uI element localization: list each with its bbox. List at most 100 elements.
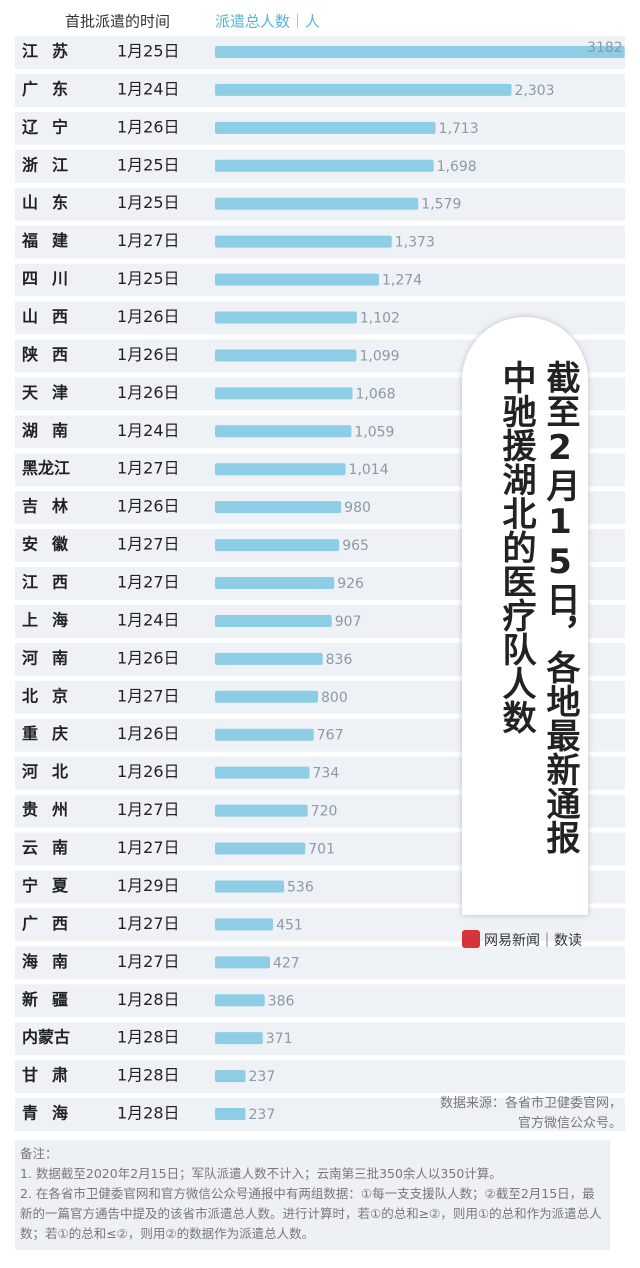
value-label: 907 xyxy=(335,614,362,630)
row-band xyxy=(15,984,625,1018)
value-label: 237 xyxy=(249,1069,276,1085)
date-label: 1月24日 xyxy=(117,610,180,629)
value-label: 1,713 xyxy=(439,121,479,137)
bar xyxy=(215,652,323,665)
value-header: 派遣总人数｜人 xyxy=(215,13,320,31)
date-label: 1月25日 xyxy=(117,269,180,288)
value-label: 3182 xyxy=(587,40,623,56)
title-panel xyxy=(462,317,588,915)
value-label: 237 xyxy=(249,1107,276,1123)
category-label: 安徽 xyxy=(22,535,82,554)
category-label: 重庆 xyxy=(22,724,82,743)
source-line: 数据来源：各省市卫健委官网， xyxy=(439,1096,622,1111)
date-label: 1月25日 xyxy=(117,155,180,174)
date-label: 1月26日 xyxy=(117,497,180,516)
row-band xyxy=(15,1022,625,1056)
bar xyxy=(215,880,285,893)
bar xyxy=(215,539,340,552)
category-label: 北京 xyxy=(22,686,82,705)
bar xyxy=(215,1108,246,1121)
value-label: 734 xyxy=(313,766,340,782)
category-label: 上海 xyxy=(22,610,82,629)
category-label: 福建 xyxy=(21,231,82,250)
value-label: 980 xyxy=(344,500,371,516)
value-label: 926 xyxy=(337,576,364,592)
category-label: 江苏 xyxy=(22,42,82,61)
category-label: 天津 xyxy=(22,383,82,402)
source: 数据来源：各省市卫健委官网， 官方微信公众号。 xyxy=(440,1094,622,1134)
bar xyxy=(215,425,352,438)
bar xyxy=(215,690,318,703)
value-label: 701 xyxy=(308,842,335,858)
value-label: 2,303 xyxy=(515,83,555,99)
bar xyxy=(215,728,314,741)
date-label: 1月28日 xyxy=(117,1104,180,1123)
bar xyxy=(215,463,346,476)
brand-icon xyxy=(462,930,480,948)
value-label: 800 xyxy=(321,690,348,706)
value-label: 767 xyxy=(317,728,344,744)
bar xyxy=(215,83,512,96)
bar xyxy=(215,956,270,969)
row-band xyxy=(15,946,625,980)
brand: 网易新闻｜数读 xyxy=(484,933,582,949)
category-label: 湖南 xyxy=(22,421,82,440)
bars xyxy=(215,46,625,1121)
date-label: 1月27日 xyxy=(117,800,180,819)
bar xyxy=(215,577,335,590)
date-label: 1月24日 xyxy=(117,79,180,98)
bar xyxy=(215,842,306,855)
category-label: 山西 xyxy=(22,307,82,326)
date-label: 1月28日 xyxy=(117,990,180,1009)
date-label: 1月26日 xyxy=(117,307,180,326)
value-label: 1,698 xyxy=(437,159,477,175)
bar xyxy=(215,918,274,931)
date-label: 1月28日 xyxy=(117,1028,180,1047)
value-label: 1,099 xyxy=(359,348,399,364)
bar xyxy=(215,804,308,817)
category-label: 山东 xyxy=(22,193,82,212)
value-label: 1,579 xyxy=(421,197,461,213)
value-label: 1,014 xyxy=(349,462,389,478)
value-label: 1,068 xyxy=(356,386,396,402)
bar xyxy=(215,387,353,400)
category-label: 海南 xyxy=(22,952,82,971)
date-label: 1月26日 xyxy=(117,724,180,743)
notes: 备注： 1. 数据截至2020年2月15日；军队派遣人数不计入；云南第三批350… xyxy=(15,1140,610,1250)
category-label: 内蒙古 xyxy=(22,1028,70,1047)
date-label: 1月27日 xyxy=(117,952,180,971)
category-label: 青海 xyxy=(22,1104,82,1123)
value-label: 451 xyxy=(276,917,303,933)
note-line: 2. 在各省市卫健委官网和官方微信公众号通报中有两组数据：①每一支支援队人数；②… xyxy=(20,1186,602,1241)
value-label: 427 xyxy=(273,955,300,971)
note-line: 1. 数据截至2020年2月15日；军队派遣人数不计入；云南第三批350余人以3… xyxy=(20,1166,502,1181)
row-band xyxy=(15,1060,625,1094)
value-label: 386 xyxy=(268,993,295,1009)
date-label: 1月26日 xyxy=(117,117,180,136)
bar xyxy=(215,235,392,248)
bar xyxy=(215,197,419,210)
category-label: 广东 xyxy=(22,79,82,98)
category-label: 江西 xyxy=(22,573,82,592)
value-label: 371 xyxy=(266,1031,293,1047)
bar xyxy=(215,994,265,1007)
bar xyxy=(215,159,434,172)
category-label: 宁夏 xyxy=(22,876,82,895)
category-label: 四川 xyxy=(22,269,82,288)
category-label: 广西 xyxy=(22,914,82,933)
category-label: 河南 xyxy=(22,648,82,667)
category-label: 浙江 xyxy=(22,155,82,174)
category-label: 甘肃 xyxy=(22,1066,82,1085)
bar xyxy=(215,311,357,324)
chart: 首批派遣的时间 派遣总人数｜人 江苏 1月25日 3182 广东 1月24日 2,303 辽… xyxy=(15,13,625,1132)
category-label: 陕西 xyxy=(22,345,82,364)
date-label: 1月25日 xyxy=(117,42,180,61)
bar xyxy=(215,1032,263,1045)
category-label: 吉林 xyxy=(22,497,82,516)
bar xyxy=(215,614,332,627)
row-band xyxy=(15,1098,625,1132)
bar xyxy=(215,501,342,514)
bar xyxy=(215,1070,246,1083)
date-label: 1月27日 xyxy=(117,459,180,478)
source-line: 官方微信公众号。 xyxy=(517,1116,622,1131)
